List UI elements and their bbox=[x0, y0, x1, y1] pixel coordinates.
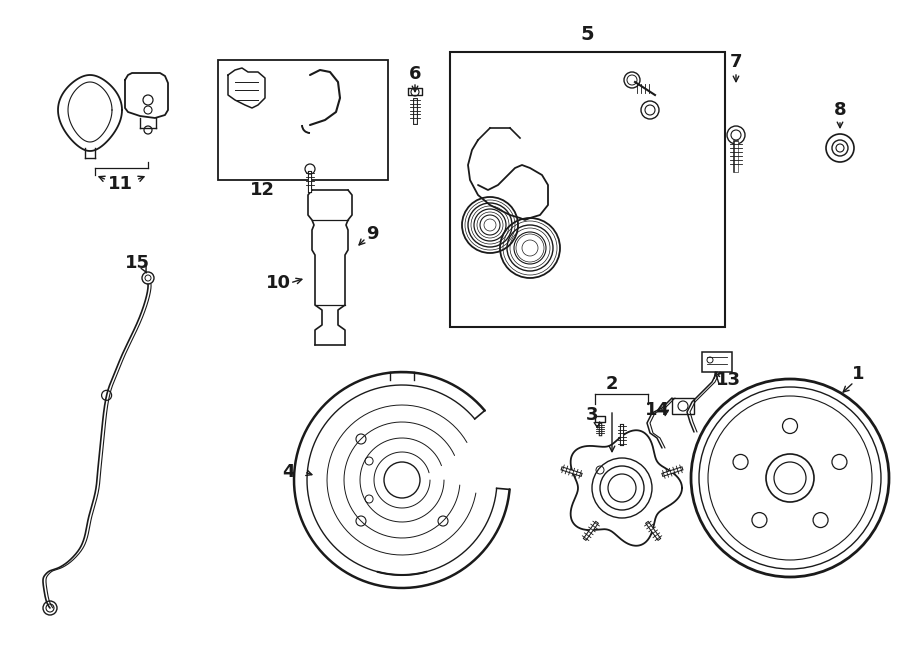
Text: 2: 2 bbox=[606, 375, 618, 393]
Text: 15: 15 bbox=[124, 254, 149, 272]
Text: 9: 9 bbox=[365, 225, 378, 243]
Bar bbox=[702, 352, 732, 372]
Text: 11: 11 bbox=[107, 175, 132, 193]
Text: 7: 7 bbox=[730, 53, 742, 71]
Text: 5: 5 bbox=[580, 24, 594, 44]
Text: 13: 13 bbox=[716, 371, 741, 389]
Text: 14: 14 bbox=[644, 401, 670, 419]
Bar bbox=[450, 52, 725, 327]
Bar bbox=[672, 398, 694, 414]
Text: 12: 12 bbox=[249, 181, 274, 199]
Bar bbox=[218, 60, 388, 180]
Text: 10: 10 bbox=[266, 274, 291, 292]
Text: 1: 1 bbox=[851, 365, 864, 383]
Text: 3: 3 bbox=[586, 406, 598, 424]
Text: 6: 6 bbox=[409, 65, 421, 83]
Text: 4: 4 bbox=[282, 463, 294, 481]
Text: 8: 8 bbox=[833, 101, 846, 119]
